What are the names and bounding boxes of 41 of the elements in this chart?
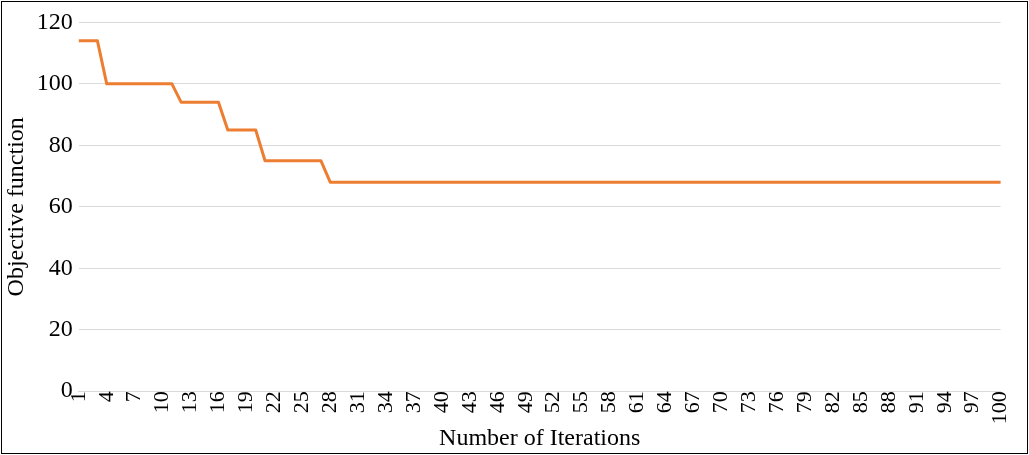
x-tick-label: 73	[734, 391, 760, 414]
x-tick-label: 46	[483, 391, 509, 414]
y-tick-label: 100	[36, 69, 73, 96]
y-tick-label: 120	[36, 7, 73, 34]
x-tick-label: 37	[399, 391, 425, 414]
x-tick-label: 70	[707, 391, 733, 414]
x-tick-label: 16	[204, 391, 230, 414]
x-tick-label: 88	[874, 391, 900, 414]
x-tick-label: 43	[455, 391, 481, 414]
y-tick-label: 20	[48, 315, 73, 342]
x-tick-label: 79	[790, 391, 816, 414]
x-axis-title: Number of Iterations	[439, 423, 641, 450]
x-tick-label: 91	[902, 391, 928, 414]
x-tick-label: 67	[679, 391, 705, 414]
x-tick-label: 4	[92, 391, 118, 403]
x-tick-label: 97	[958, 391, 984, 414]
x-tick-label: 13	[176, 391, 202, 414]
x-tick-label: 100	[986, 391, 1012, 425]
y-tick-label: 80	[48, 130, 73, 157]
x-tick-label: 28	[315, 391, 341, 414]
y-tick-label: 60	[48, 192, 73, 219]
y-axis-title: Objective function	[1, 117, 28, 297]
x-tick-label: 55	[567, 391, 593, 414]
x-tick-label: 34	[371, 391, 397, 414]
x-tick-label: 25	[288, 391, 314, 414]
x-tick-label: 64	[651, 391, 677, 414]
x-tick-label: 82	[818, 391, 844, 414]
x-tick-label: 85	[846, 391, 872, 414]
x-tick-label: 19	[232, 391, 258, 414]
x-tick-label: 61	[623, 391, 649, 414]
x-tick-label: 31	[343, 391, 369, 414]
x-tick-label: 58	[595, 391, 621, 414]
x-tick-label: 7	[120, 391, 146, 403]
x-tick-label: 94	[930, 391, 956, 414]
x-tick-label: 40	[427, 391, 453, 414]
x-tick-label: 10	[148, 391, 174, 414]
x-tick-label: 49	[511, 391, 537, 414]
x-tick-label: 22	[260, 391, 286, 414]
x-tick-label: 52	[539, 391, 565, 414]
y-tick-label: 40	[48, 253, 73, 280]
x-tick-label: 76	[762, 391, 788, 414]
